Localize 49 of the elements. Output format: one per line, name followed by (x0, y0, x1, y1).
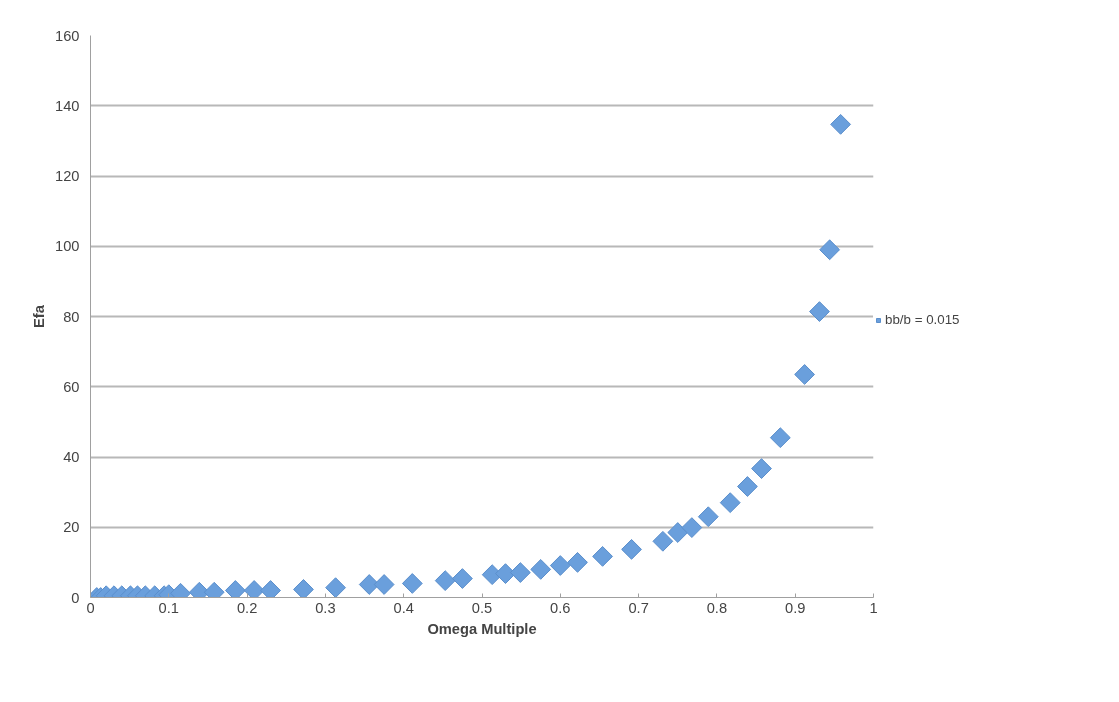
x-tick-label: 1 (869, 599, 878, 616)
x-tick-label: 0.3 (315, 599, 336, 616)
point (509, 562, 531, 583)
x-tick-label: 0 (86, 599, 95, 616)
point (667, 522, 689, 543)
point (260, 580, 281, 598)
point (401, 573, 423, 594)
point (530, 559, 552, 580)
point (719, 492, 741, 514)
legend-label: bb/b = 0.015 (885, 312, 960, 327)
x-tick-label: 0.8 (706, 599, 728, 616)
y-tick-label: 60 (63, 378, 80, 395)
point (809, 301, 830, 322)
point (737, 476, 758, 497)
y-tick-label: 20 (63, 519, 80, 536)
point (434, 570, 456, 592)
x-tick-label: 0.7 (628, 599, 649, 616)
y-tick-label: 80 (63, 308, 80, 325)
point (452, 568, 473, 589)
y-tick-label: 160 (55, 27, 80, 44)
x-tick-label: 0.4 (393, 599, 414, 616)
x-tick-label: 0.9 (785, 599, 806, 616)
x-tick-label: 0.2 (236, 599, 258, 616)
point (621, 538, 642, 560)
point (794, 364, 815, 385)
point (697, 506, 719, 528)
point (373, 574, 395, 595)
point (224, 580, 246, 598)
x-axis-title: Omega Multiple (427, 620, 537, 637)
point (830, 113, 852, 135)
y-tick-label: 100 (55, 238, 80, 255)
point (243, 580, 265, 598)
x-tick-label: 0.6 (550, 599, 571, 616)
x-tick-label: 0.1 (158, 599, 179, 616)
point (293, 579, 314, 598)
y-tick-label: 120 (55, 168, 80, 184)
y-tick-label: 140 (55, 97, 80, 114)
point (549, 555, 571, 576)
point (567, 551, 588, 573)
point (592, 546, 613, 567)
y-tick-label: 40 (63, 449, 80, 465)
point (681, 517, 703, 538)
point (652, 530, 674, 552)
point (819, 239, 841, 261)
point (751, 458, 772, 479)
point (325, 577, 346, 598)
x-tick-label: 0.5 (471, 599, 493, 616)
y-axis-title: Efa (31, 304, 48, 328)
point (769, 427, 791, 449)
